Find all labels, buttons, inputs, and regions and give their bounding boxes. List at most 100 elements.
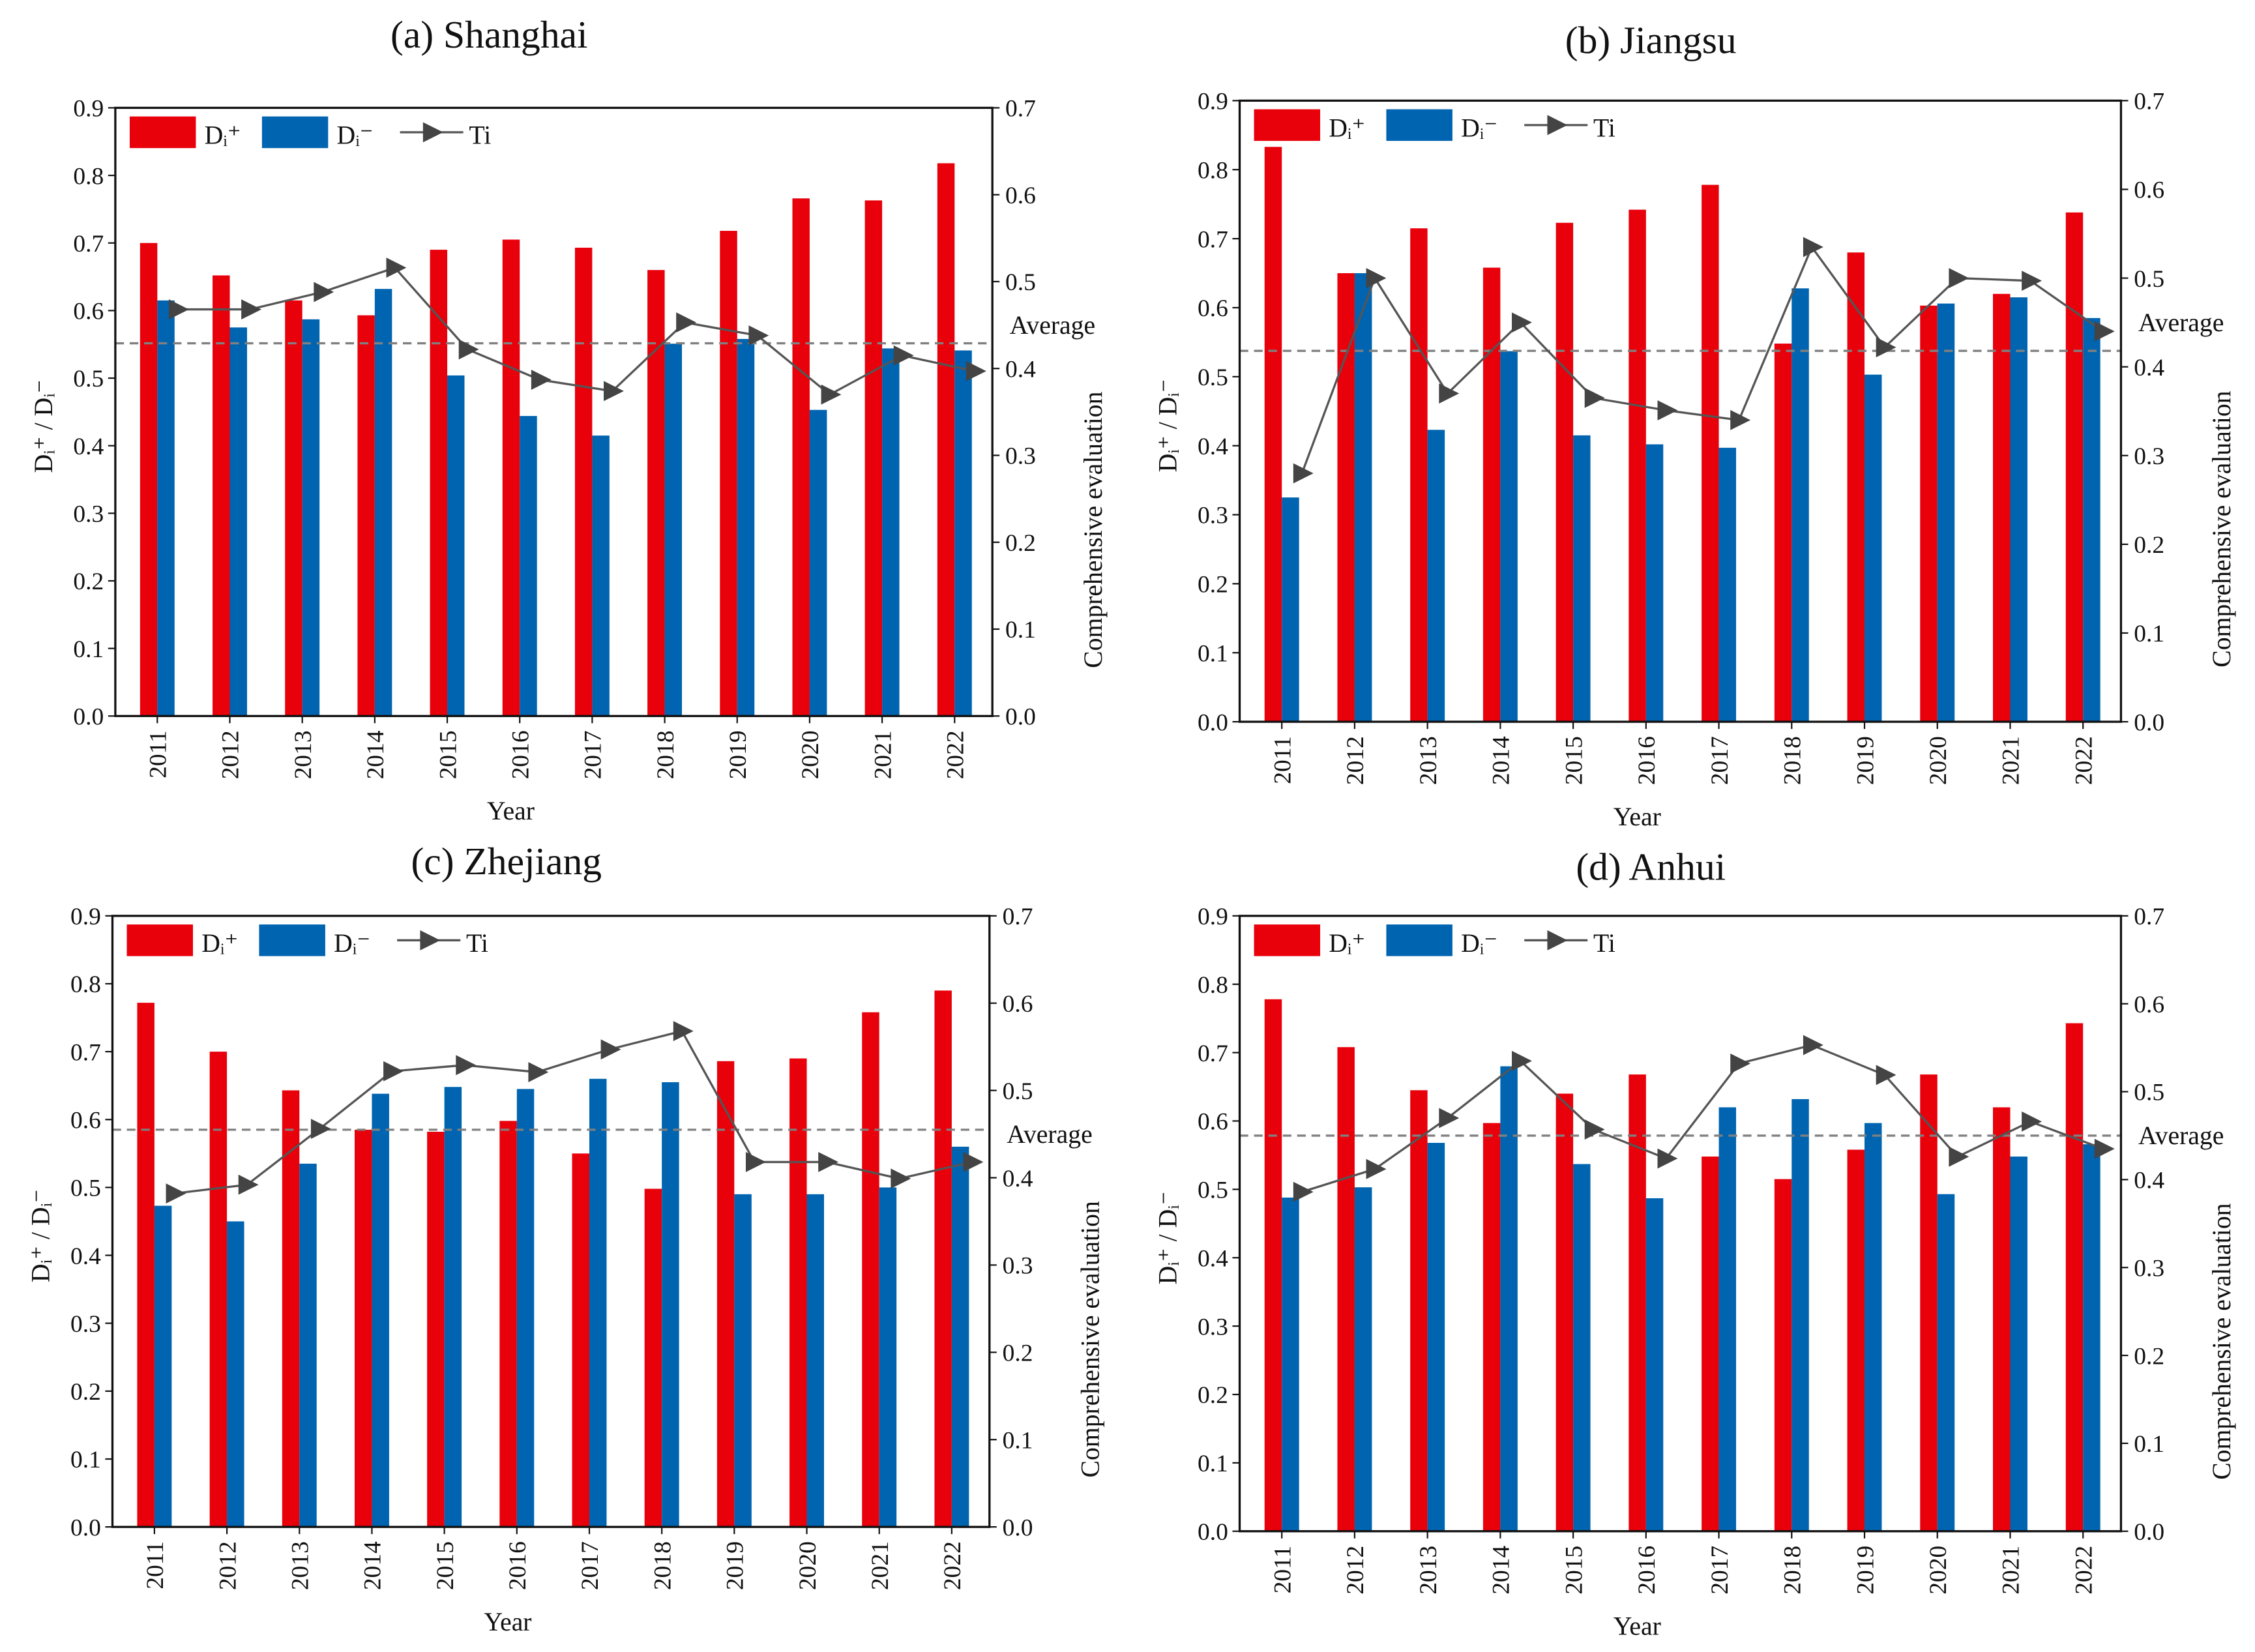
ti-marker-2019 bbox=[1876, 1065, 1896, 1085]
x-tick-label: 2020 bbox=[797, 730, 824, 779]
y2-axis-label: Comprehensive evaluation bbox=[2207, 391, 2236, 667]
right-tick-label: 0.7 bbox=[1005, 96, 1036, 123]
bar-d-plus-2017 bbox=[574, 247, 593, 716]
left-tick-label: 0.4 bbox=[1198, 1245, 1228, 1272]
left-tick-label: 0.1 bbox=[1198, 640, 1228, 667]
x-tick-label: 2014 bbox=[1488, 1546, 1515, 1595]
ti-marker-2012 bbox=[1366, 1158, 1387, 1179]
right-tick-label: 0.1 bbox=[2134, 621, 2164, 647]
left-tick-label: 0.8 bbox=[70, 971, 101, 998]
plot-frame bbox=[114, 106, 994, 717]
ti-marker-2013 bbox=[1439, 1108, 1460, 1128]
x-tick-label: 2019 bbox=[725, 730, 752, 779]
x-tick-label: 2021 bbox=[1998, 736, 2025, 785]
x-tick-label: 2022 bbox=[943, 730, 969, 779]
x-tick-label: 2022 bbox=[2071, 736, 2097, 785]
bar-d-minus-2016 bbox=[520, 416, 537, 716]
left-tick-label: 0.8 bbox=[73, 163, 104, 190]
bar-d-plus-2014 bbox=[1482, 1123, 1501, 1531]
bar-d-minus-2011 bbox=[1282, 497, 1299, 722]
bar-d-minus-2020 bbox=[1937, 1194, 1955, 1531]
x-tick-label: 2017 bbox=[1707, 1546, 1733, 1595]
legend-label-d-minus: Dᵢ⁻ bbox=[337, 121, 374, 150]
left-tick-label: 0.9 bbox=[1198, 89, 1228, 115]
bar-d-plus-2011 bbox=[140, 243, 158, 716]
bar-d-plus-2022 bbox=[2065, 1023, 2084, 1531]
left-tick-label: 0.3 bbox=[1198, 503, 1228, 529]
bar-d-minus-2018 bbox=[662, 1082, 679, 1527]
bar-d-minus-2017 bbox=[592, 435, 610, 716]
left-tick-label: 0.3 bbox=[1198, 1314, 1228, 1340]
x-tick-label: 2016 bbox=[507, 730, 534, 779]
right-tick-label: 0.5 bbox=[2134, 266, 2164, 293]
chart-title: (b) Jiangsu bbox=[1565, 19, 1737, 62]
x-tick-label: 2012 bbox=[218, 730, 244, 779]
bar-d-minus-2021 bbox=[879, 1187, 897, 1527]
x-tick-label: 2020 bbox=[1925, 736, 1952, 785]
legend-label-d-minus: Dᵢ⁻ bbox=[334, 929, 370, 958]
x-tick-label: 2015 bbox=[1561, 736, 1587, 785]
legend-marker-ti bbox=[1547, 115, 1568, 136]
right-tick-label: 0.7 bbox=[2134, 89, 2164, 115]
left-tick-label: 0.8 bbox=[1198, 157, 1228, 184]
legend-swatch-d-minus bbox=[261, 116, 329, 149]
right-tick-label: 0.2 bbox=[2134, 1343, 2164, 1370]
ti-line bbox=[1301, 1044, 2104, 1193]
x-tick-label: 2018 bbox=[653, 730, 679, 779]
bar-d-plus-2018 bbox=[647, 270, 665, 716]
x-tick-label: 2014 bbox=[362, 730, 389, 779]
bar-d-plus-2012 bbox=[213, 275, 230, 716]
legend-label-ti: Ti bbox=[469, 121, 491, 150]
x-axis-label: Year bbox=[1614, 803, 1661, 831]
x-tick-label: 2012 bbox=[1342, 736, 1369, 785]
x-tick-label: 2015 bbox=[432, 1541, 459, 1590]
x-tick-label: 2011 bbox=[145, 730, 172, 778]
right-tick-label: 0.0 bbox=[1005, 704, 1036, 731]
average-label: Average bbox=[2138, 1121, 2224, 1150]
bar-d-minus-2014 bbox=[372, 1093, 389, 1527]
bar-d-minus-2014 bbox=[1500, 1066, 1518, 1531]
y-axis-label: Dᵢ⁺ / Dᵢ⁻ bbox=[1153, 379, 1182, 472]
bar-d-plus-2015 bbox=[427, 1132, 445, 1527]
right-tick-label: 0.4 bbox=[1005, 356, 1036, 383]
x-tick-label: 2021 bbox=[870, 730, 896, 779]
x-tick-label: 2018 bbox=[649, 1541, 676, 1590]
right-tick-label: 0.7 bbox=[2134, 904, 2164, 930]
ti-marker-2017 bbox=[1730, 409, 1751, 430]
left-tick-label: 0.5 bbox=[73, 366, 104, 392]
ti-marker-2022 bbox=[2094, 321, 2115, 342]
bar-d-plus-2021 bbox=[1993, 293, 2011, 722]
right-tick-label: 0.1 bbox=[2134, 1431, 2164, 1458]
legend-label-d-minus: Dᵢ⁻ bbox=[1461, 114, 1497, 143]
right-tick-label: 0.0 bbox=[2134, 709, 2164, 736]
ti-line bbox=[174, 1029, 973, 1195]
left-tick-label: 0.1 bbox=[73, 636, 104, 663]
bar-d-plus-2016 bbox=[1629, 1074, 1646, 1531]
bar-d-minus-2021 bbox=[882, 348, 900, 716]
ti-marker-2014 bbox=[1512, 312, 1532, 333]
bar-d-minus-2011 bbox=[1282, 1197, 1299, 1531]
bar-d-plus-2015 bbox=[1555, 222, 1574, 722]
bar-d-plus-2018 bbox=[644, 1188, 662, 1527]
bar-d-minus-2016 bbox=[516, 1089, 535, 1527]
bar-d-minus-2012 bbox=[1354, 1187, 1372, 1531]
bar-d-minus-2019 bbox=[1864, 1123, 1882, 1531]
left-tick-label: 0.9 bbox=[73, 96, 104, 123]
ti-marker-2020 bbox=[821, 384, 842, 405]
right-tick-label: 0.1 bbox=[1005, 617, 1036, 643]
bar-d-minus-2011 bbox=[157, 300, 175, 716]
left-tick-label: 0.5 bbox=[1198, 1177, 1228, 1204]
bar-d-plus-2015 bbox=[1555, 1093, 1574, 1531]
legend-swatch-d-minus bbox=[1386, 924, 1452, 956]
ti-line bbox=[1301, 244, 2104, 474]
left-tick-label: 0.7 bbox=[1198, 1040, 1228, 1067]
bar-d-plus-2017 bbox=[1702, 1157, 1719, 1531]
chart-title: (d) Anhui bbox=[1576, 846, 1726, 889]
bar-d-plus-2019 bbox=[720, 231, 737, 716]
right-tick-label: 0.0 bbox=[2134, 1519, 2164, 1546]
x-tick-label: 2015 bbox=[1561, 1546, 1587, 1595]
bar-d-plus-2011 bbox=[137, 1003, 155, 1527]
ti-marker-2011 bbox=[166, 1183, 186, 1204]
right-tick-label: 0.2 bbox=[2134, 532, 2164, 559]
